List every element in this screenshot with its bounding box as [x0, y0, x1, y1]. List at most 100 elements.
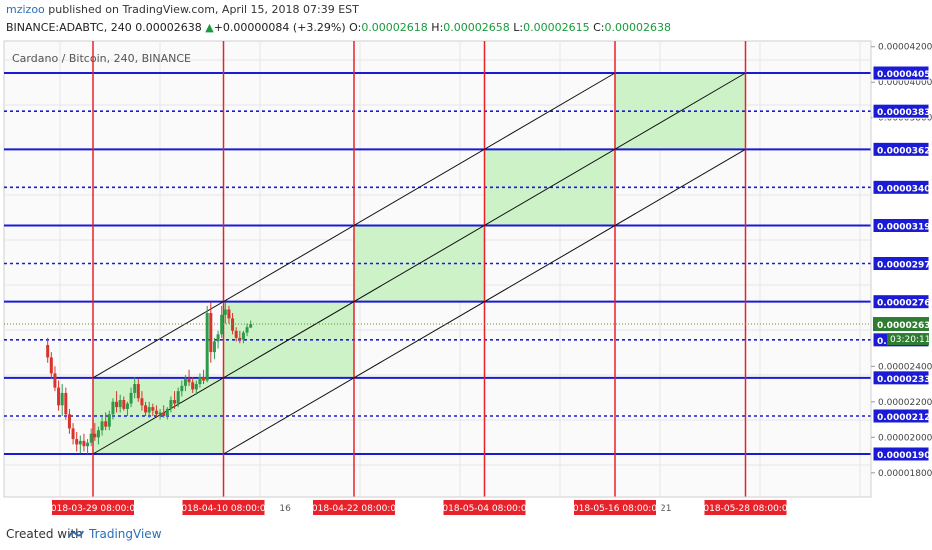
time-tag — [52, 500, 134, 515]
candle-body — [183, 378, 187, 386]
level-price-label: 0.00003193 — [877, 223, 932, 233]
level-price-tag — [872, 65, 930, 81]
low-value: 0.00002615 — [523, 21, 590, 34]
time-tag — [182, 500, 265, 515]
time-tag-label: 2018-03-29 08:00:00 — [45, 504, 141, 514]
created-with-label: Created with — [6, 527, 83, 541]
candle-body — [96, 430, 100, 438]
candle-body — [223, 309, 227, 315]
candle-body — [67, 414, 71, 429]
candle-body — [49, 357, 53, 374]
candle-body — [118, 400, 122, 408]
y-tick-label: 0.00004000 — [878, 78, 932, 88]
level-price-tag — [872, 446, 930, 462]
publish-line: mzizoo published on TradingView.com, Apr… — [6, 3, 359, 16]
candle-body — [46, 344, 50, 358]
candle-body — [209, 313, 213, 353]
countdown-label: 03:20:11 — [890, 335, 930, 345]
candle-body — [89, 433, 93, 443]
level-price-label: 0.00002335 — [877, 375, 932, 385]
symbol-line: BINANCE:ADABTC, 240 0.00002638 ▲+0.00000… — [6, 21, 671, 34]
candle-body — [227, 309, 231, 319]
time-tag-label: 2018-05-28 08:00:00 — [698, 504, 794, 514]
level-price-label: 0.00001906 — [877, 451, 932, 461]
level-price-label: 0.00003622 — [877, 146, 932, 156]
candle-body — [165, 408, 169, 417]
candle-body — [136, 384, 140, 399]
candle-body — [133, 384, 137, 393]
candle-body — [144, 405, 148, 413]
candle-body — [241, 332, 245, 340]
tradingview-link[interactable]: TradingView — [89, 527, 162, 541]
candle-body — [180, 385, 184, 392]
tradingview-logo-icon — [68, 530, 84, 538]
level-price-tag — [872, 408, 930, 424]
level-price-label: 0.00003837 — [877, 108, 932, 118]
footer: Created with TradingView — [0, 518, 932, 550]
candle-body — [78, 440, 82, 445]
time-tag — [704, 500, 787, 515]
current-price-tag — [873, 317, 929, 332]
candle-body — [173, 400, 177, 404]
candle-body — [249, 324, 253, 328]
level-price-label: 0.00002979 — [877, 261, 932, 271]
y-tick-label: 0.00002400 — [878, 362, 932, 372]
current-price-label: 0.00002638 — [877, 321, 932, 331]
up-arrow-icon: ▲ — [205, 21, 214, 34]
candle-body — [140, 398, 144, 406]
candle-body — [93, 433, 97, 438]
level-price-label: 0.00002120 — [877, 413, 932, 423]
x-tick-label: 21 — [660, 504, 671, 514]
open-label: O: — [349, 21, 362, 34]
candle-body — [115, 401, 119, 408]
y-tick-label: 0.00002200 — [878, 398, 932, 408]
high-label: H: — [431, 21, 444, 34]
candle-body — [100, 421, 104, 431]
x-tick-label: 16 — [279, 504, 291, 514]
candle-body — [57, 387, 61, 406]
candle-body — [154, 410, 158, 415]
candle-body — [202, 376, 206, 381]
price-chart[interactable]: Cardano / Bitcoin, 240, BINANCE 0.0000180… — [0, 0, 932, 518]
candle-body — [82, 440, 86, 447]
chart-title: Cardano / Bitcoin, 240, BINANCE — [12, 52, 191, 65]
candle-body — [60, 392, 64, 406]
time-tag-label: 2018-04-10 08:00:00 — [176, 504, 272, 514]
level-price-tag — [872, 256, 930, 271]
channel-line — [223, 148, 746, 455]
level-price-tag — [872, 103, 930, 119]
candle-body — [169, 400, 173, 409]
level-price-label: 0.00003408 — [877, 184, 932, 194]
candle-body — [158, 412, 162, 415]
candle-body — [86, 442, 90, 447]
candle-body — [107, 414, 111, 427]
candle-body — [216, 334, 220, 342]
candle-body — [212, 341, 216, 353]
candle-body — [147, 407, 151, 413]
candle-body — [245, 327, 249, 333]
channel-line — [92, 72, 616, 379]
level-price-tag — [872, 179, 930, 195]
candle-body — [104, 421, 108, 427]
open-value: 0.00002618 — [361, 21, 428, 34]
y-tick-label: 0.00001800 — [878, 469, 932, 479]
candle-body — [205, 313, 209, 381]
candle-body — [234, 330, 238, 338]
time-tag-label: 2018-04-22 08:00:00 — [306, 504, 402, 514]
symbol-name: BINANCE:ADABTC, 240 — [6, 21, 132, 34]
time-tag-label: 2018-05-04 08:00:00 — [437, 504, 533, 514]
candle-body — [151, 407, 155, 411]
candle-body — [64, 392, 68, 415]
candle-body — [71, 428, 75, 440]
candle-body — [198, 376, 202, 385]
author-link[interactable]: mzizoo — [6, 3, 45, 16]
close-value: 0.00002638 — [604, 21, 671, 34]
candle-body — [111, 401, 115, 415]
y-tick-label: 0.00004200 — [878, 43, 932, 53]
candle-body — [162, 412, 166, 417]
time-tag — [443, 500, 526, 515]
candle-body — [129, 392, 133, 404]
time-tag — [313, 500, 395, 515]
high-value: 0.00002658 — [443, 21, 510, 34]
candle-body — [122, 400, 126, 409]
